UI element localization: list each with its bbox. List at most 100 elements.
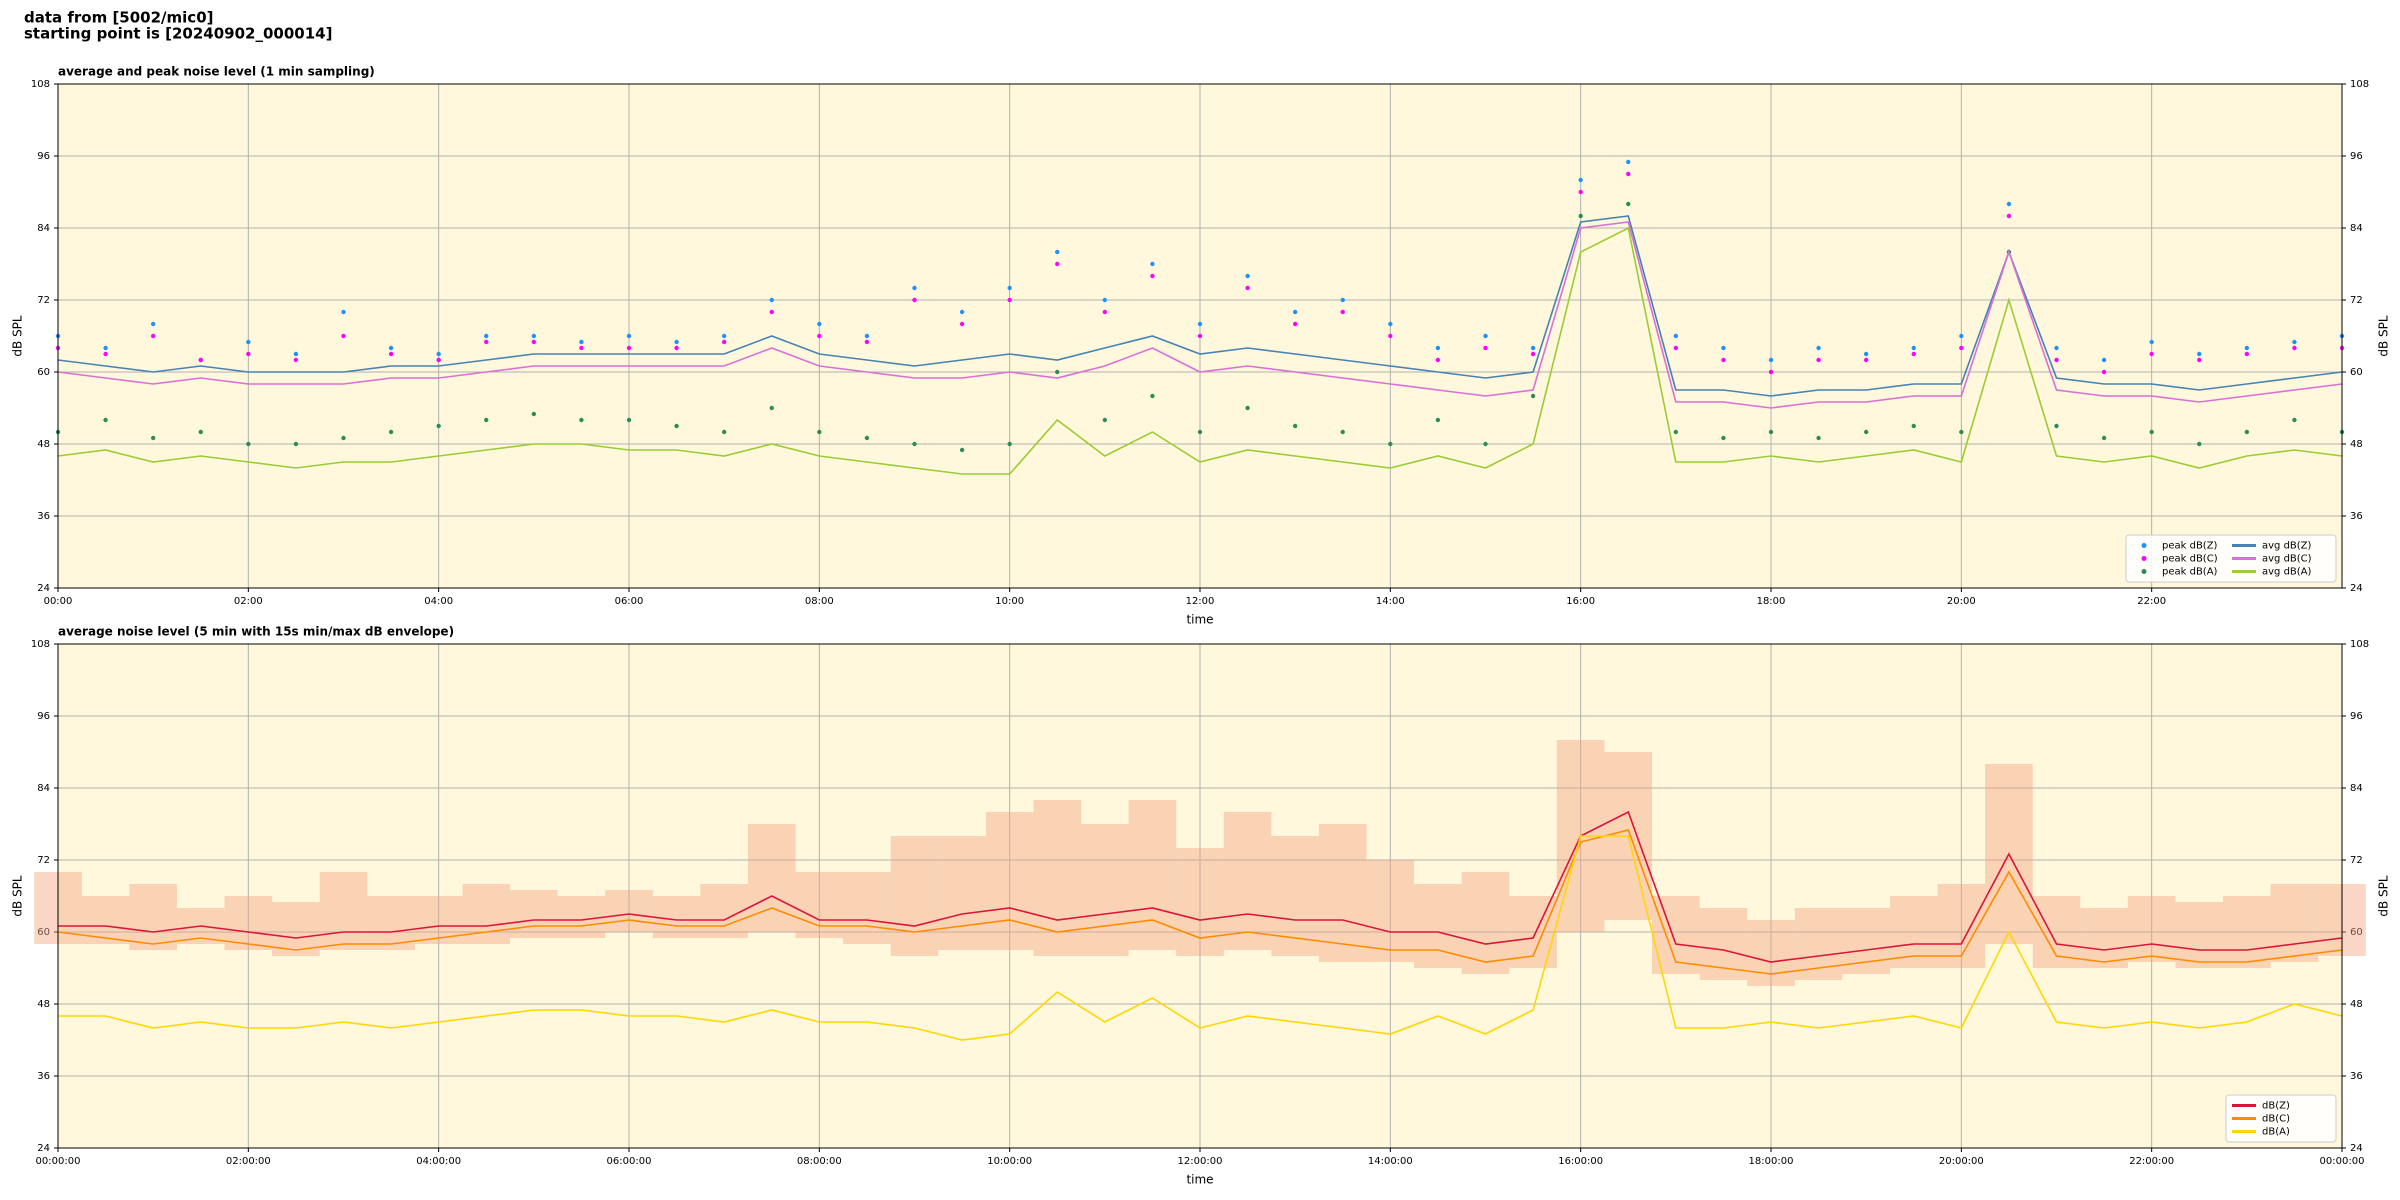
peak-point bbox=[293, 351, 299, 357]
peak-point bbox=[1007, 285, 1012, 291]
peak-point bbox=[1388, 333, 1393, 339]
x-tick-label: 04:00 bbox=[424, 596, 453, 607]
peak-point bbox=[1959, 429, 1964, 435]
peak-point bbox=[531, 333, 537, 339]
y-tick-label: 96 bbox=[2350, 151, 2363, 162]
peak-point bbox=[626, 417, 632, 423]
peak-point bbox=[1435, 357, 1441, 363]
peak-point bbox=[1292, 423, 1298, 429]
y-tick-label: 36 bbox=[37, 511, 50, 522]
peak-point bbox=[1340, 429, 1345, 435]
x-tick-label: 12:00 bbox=[1186, 596, 1215, 607]
x-tick-label: 22:00 bbox=[2137, 596, 2166, 607]
envelope-band bbox=[414, 896, 463, 944]
chart-title: average noise level (5 min with 15s min/… bbox=[58, 625, 454, 639]
y-tick-label: 24 bbox=[37, 583, 50, 594]
x-tick-label: 00:00 bbox=[44, 596, 73, 607]
envelope-band bbox=[367, 896, 415, 950]
peak-point bbox=[2101, 357, 2107, 363]
y-axis-label: dB SPL bbox=[2377, 315, 2391, 357]
peak-point bbox=[1245, 405, 1250, 411]
envelope-band bbox=[129, 884, 177, 950]
peak-point bbox=[1673, 345, 1679, 351]
legend-label: peak dB(C) bbox=[2162, 554, 2218, 565]
peak-point bbox=[246, 351, 251, 357]
peak-point bbox=[1292, 309, 1298, 315]
figure-title: data from [5002/mic0] bbox=[24, 9, 214, 27]
y-tick-label: 24 bbox=[37, 1143, 50, 1154]
series-line bbox=[58, 810, 2343, 963]
peak-point bbox=[1102, 417, 1108, 423]
peak-point bbox=[531, 339, 537, 345]
peak-point bbox=[1911, 351, 1916, 357]
peak-point bbox=[1055, 261, 1060, 267]
peak-point bbox=[674, 345, 679, 351]
peak-point bbox=[912, 297, 917, 303]
peak-point bbox=[1816, 345, 1821, 351]
peak-point bbox=[626, 345, 632, 351]
envelope-band bbox=[890, 836, 939, 956]
series-line bbox=[57, 221, 2343, 409]
peak-point bbox=[1435, 417, 1441, 423]
peak-point bbox=[1863, 357, 1869, 363]
peak-point bbox=[817, 333, 822, 339]
peak-point bbox=[2197, 351, 2202, 357]
series-line bbox=[58, 835, 2343, 1041]
peak-point bbox=[579, 339, 584, 345]
peak-point bbox=[2292, 345, 2297, 351]
peak-point bbox=[2197, 441, 2202, 447]
legend-label: avg dB(A) bbox=[2262, 567, 2312, 578]
peak-point bbox=[1483, 441, 1488, 447]
x-tick-label: 08:00:00 bbox=[797, 1156, 842, 1167]
peak-point bbox=[1150, 273, 1155, 279]
legend-box bbox=[2125, 534, 2337, 583]
plot-frame bbox=[57, 643, 2343, 1149]
peak-point bbox=[150, 321, 156, 327]
peak-point bbox=[1673, 333, 1679, 339]
peak-point bbox=[579, 345, 584, 351]
peak-point bbox=[388, 429, 394, 435]
y-tick-label: 36 bbox=[2350, 1071, 2363, 1082]
legend-label: avg dB(Z) bbox=[2262, 541, 2312, 552]
peak-point bbox=[103, 345, 108, 351]
peak-point bbox=[1102, 297, 1108, 303]
peak-point bbox=[198, 429, 203, 435]
peak-point bbox=[1483, 333, 1488, 339]
x-tick-label: 16:00:00 bbox=[1558, 1156, 1603, 1167]
y-axis-label: dB SPL bbox=[11, 315, 25, 357]
envelope-band bbox=[605, 890, 653, 932]
envelope-band bbox=[2175, 902, 2224, 968]
peak-point bbox=[436, 357, 441, 363]
peak-point bbox=[1007, 441, 1012, 447]
peak-point bbox=[2054, 423, 2059, 429]
peak-point bbox=[2197, 357, 2202, 363]
envelope-band bbox=[557, 896, 606, 938]
peak-point bbox=[2101, 435, 2107, 441]
peak-point bbox=[1768, 429, 1774, 435]
envelope-band bbox=[700, 884, 748, 938]
x-tick-label: 12:00:00 bbox=[1178, 1156, 1223, 1167]
peak-point bbox=[1055, 249, 1060, 255]
peak-point bbox=[1673, 429, 1679, 435]
peak-point bbox=[1863, 429, 1869, 435]
envelope-band bbox=[272, 902, 320, 956]
peak-point bbox=[1863, 351, 1869, 357]
peak-point bbox=[1959, 333, 1964, 339]
envelope-band bbox=[1223, 812, 1272, 950]
peak-point bbox=[2054, 345, 2059, 351]
peak-point bbox=[1197, 321, 1203, 327]
x-tick-label: 06:00 bbox=[615, 596, 644, 607]
peak-point bbox=[1959, 345, 1964, 351]
peak-point bbox=[579, 417, 584, 423]
y-tick-label: 24 bbox=[2350, 1143, 2363, 1154]
peak-point bbox=[1721, 345, 1726, 351]
y-tick-label: 108 bbox=[2350, 79, 2369, 90]
y-tick-label: 60 bbox=[37, 927, 50, 938]
x-tick-label: 00:00:00 bbox=[2320, 1156, 2365, 1167]
peak-point bbox=[388, 351, 394, 357]
peak-point bbox=[769, 309, 774, 315]
y-tick-label: 84 bbox=[37, 223, 50, 234]
peak-point bbox=[1768, 357, 1774, 363]
peak-point bbox=[1197, 429, 1203, 435]
